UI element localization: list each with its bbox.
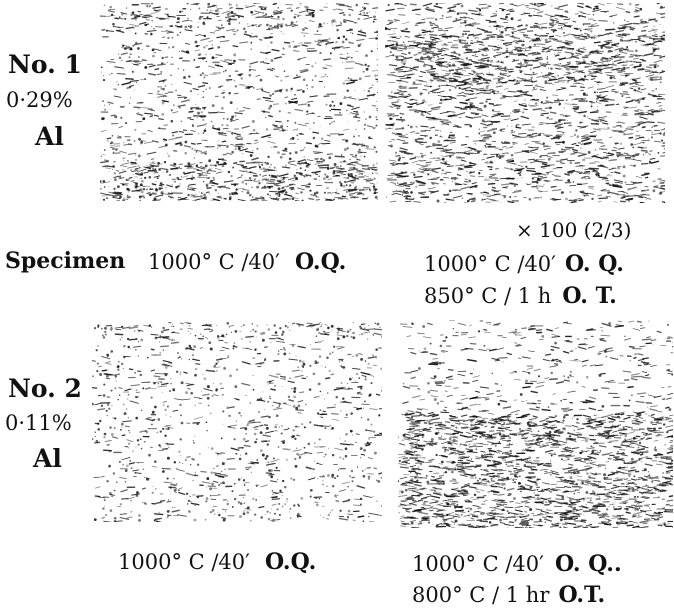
specimen-1-left-caption: 1000° C /40′ O.Q. [148, 251, 346, 273]
specimen-1-right-caption-line2: 850° C / 1 h O. T. [424, 285, 617, 307]
specimen-2-right-caption-line1: 1000° C /40′ O. Q.. [412, 553, 622, 575]
specimen-2-composition: 0·11% [5, 411, 72, 435]
specimen-2-left-caption: 1000° C /40′ O.Q. [118, 551, 316, 573]
micrograph-no1-oq-ot-texture [385, 3, 665, 203]
micrograph-no1-oq-texture [100, 3, 378, 201]
specimen-2-right-treat: O.T. [558, 582, 606, 608]
specimen-2-right-quench: O. Q.. [555, 551, 622, 577]
specimen-2-left-temp: 1000° C /40′ [118, 550, 250, 574]
micrograph-no2-oq-ot-texture [398, 320, 673, 528]
specimen-1-left-quench: O.Q. [295, 249, 347, 275]
specimen-2-left-quench: O.Q. [265, 549, 317, 575]
specimen-header-label: Specimen [5, 248, 126, 274]
specimen-1-right-quench: O. Q. [565, 251, 624, 277]
micrograph-no1-oq-ot [385, 3, 665, 203]
specimen-2-right-temp1: 1000° C /40′ [412, 552, 544, 576]
specimen-1-composition: 0·29% [6, 88, 73, 112]
specimen-1-left-temp: 1000° C /40′ [148, 250, 280, 274]
specimen-2-number: No. 2 [8, 374, 82, 403]
micrograph-no2-oq-texture [92, 322, 382, 522]
micrograph-no2-oq-ot [398, 320, 673, 528]
specimen-1-number: No. 1 [8, 50, 82, 79]
specimen-2-element: Al [33, 444, 62, 473]
magnification-label: × 100 (2/3) [516, 218, 632, 242]
specimen-1-right-treat: O. T. [562, 283, 617, 309]
specimen-1-right-temp1: 1000° C /40′ [424, 252, 556, 276]
specimen-1-right-caption-line1: 1000° C /40′ O. Q. [424, 253, 624, 275]
specimen-1-element: Al [35, 122, 64, 151]
specimen-2-right-caption-line2: 800° C / 1 hr O.T. [412, 584, 605, 606]
specimen-1-right-temp2: 850° C / 1 h [424, 284, 552, 308]
micrograph-no1-oq [100, 3, 378, 201]
specimen-2-right-temp2: 800° C / 1 hr [412, 583, 550, 607]
micrograph-no2-oq [92, 322, 382, 522]
